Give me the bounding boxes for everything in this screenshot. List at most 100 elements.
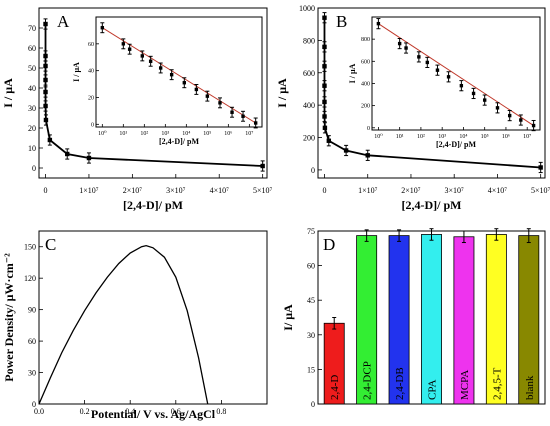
x-axis-label: [2,4-D]/ pM (123, 198, 183, 212)
y-tick-label: 30 (28, 369, 36, 378)
inset-x-tick-label: 10⁴ (459, 134, 467, 140)
inset-data-point (158, 66, 163, 70)
plot-frame (317, 7, 546, 179)
x-tick-label: 0.0 (34, 407, 44, 416)
inset-y-tick-label: 800 (361, 37, 370, 43)
inset-data-point (482, 98, 487, 102)
inset-y-tick-label: 0 (91, 122, 94, 128)
inset-data-point (376, 21, 381, 26)
y-tick-label: 70 (28, 24, 36, 33)
y-tick-label: 10 (28, 144, 36, 153)
data-point (322, 99, 327, 105)
y-tick-label: 0 (311, 400, 315, 409)
inset-y-tick-label: 40 (88, 69, 94, 75)
bar-category-label: 2,4-DCP (362, 361, 374, 400)
data-point (43, 103, 48, 109)
y-axis-label: I / μA (1, 78, 15, 108)
x-axis-label: [2,4-D]/ pM (402, 198, 462, 212)
inset-x-tick-label: 10⁵ (481, 134, 489, 140)
inset-data-point (495, 106, 500, 110)
x-tick-label: 0 (322, 186, 326, 195)
bar-category-label: blank (524, 375, 536, 400)
inset-x-tick-label: 10¹ (119, 131, 127, 137)
y-tick-label: 30 (28, 104, 36, 113)
inset-x-tick-label: 10³ (438, 134, 446, 140)
x-tick-label: 0.6 (171, 407, 181, 416)
plot-frame (38, 230, 268, 405)
inset-y-axis-label: I / μA (72, 62, 81, 82)
inset-x-tick-label: 10³ (161, 131, 169, 137)
data-point (322, 64, 327, 69)
y-axis-label: I/ μA (281, 304, 295, 331)
inset-data-point (169, 72, 174, 77)
inset-data-point (425, 60, 430, 65)
data-point (538, 165, 543, 170)
data-point (322, 83, 327, 88)
data-point (43, 63, 48, 69)
data-point (260, 163, 265, 169)
y-tick-label: 800 (303, 36, 315, 45)
x-tick-label: 0 (44, 186, 48, 195)
y-tick-label: 400 (303, 101, 315, 110)
inset-x-tick-label: 10⁰ (98, 130, 107, 137)
series-line (38, 245, 209, 405)
inset-data-point (182, 81, 187, 85)
y-tick-label: 60 (307, 262, 315, 271)
inset-data-point (446, 75, 451, 79)
inset-y-tick-label: 60 (88, 42, 94, 48)
x-tick-label: 3×10⁷ (166, 186, 186, 195)
plot-frame (38, 7, 268, 179)
inset-y-tick-label: 0 (367, 126, 370, 132)
y-tick-label: 45 (307, 296, 315, 305)
y-tick-label: 15 (307, 365, 315, 374)
inset-y-tick-label: 600 (361, 59, 370, 65)
inset-data-point (127, 47, 132, 51)
data-point (322, 125, 328, 131)
inset-data-point (100, 26, 105, 30)
y-tick-label: 0 (32, 400, 36, 409)
inset-data-point (507, 113, 512, 118)
inset-data-point (397, 41, 402, 46)
panel-a: 0 1×10⁷ 2×10⁷ 3×10⁷ 4×10⁷ 5×10⁷ 0 10 20 30 40 50 60 7… (1, 7, 273, 212)
inset-fit-line (102, 27, 256, 124)
x-tick-label: 1×10⁷ (358, 186, 378, 195)
inset-data-point (531, 123, 536, 128)
x-tick-label: 3×10⁷ (445, 186, 465, 195)
y-tick-label: 600 (303, 69, 315, 78)
inset-data-point (471, 91, 476, 96)
inset-y-tick-label: 200 (361, 104, 370, 110)
inset-data-point (194, 87, 199, 92)
inset-x-axis-label: [2,4-D]/ pM (159, 137, 199, 146)
x-tick-label: 1×10⁷ (79, 186, 99, 195)
x-tick-label: 0.8 (216, 407, 226, 416)
y-tick-label: 0 (311, 166, 315, 175)
bar (421, 234, 442, 405)
inset-y-tick-label: 20 (88, 95, 94, 101)
data-point (43, 77, 48, 83)
panel-d: 0 15 30 45 60 75 2,4-D 2,4-DCP 2,4-DB CPA MCPA 2,4,… (281, 227, 546, 409)
inset-x-axis-label: [2,4-D]/ pM (436, 140, 476, 149)
y-tick-label: 75 (307, 227, 315, 236)
inset-x-tick-label: 10² (140, 131, 148, 137)
inset-x-tick-label: 10⁷ (523, 134, 531, 140)
inset-x-tick-label: 10⁷ (245, 131, 253, 137)
y-tick-label: 20 (28, 124, 36, 133)
data-point (343, 148, 349, 153)
inset-x-tick-label: 10⁶ (502, 134, 510, 140)
panel-label: A (57, 12, 70, 31)
inset-data-point (121, 42, 126, 46)
panel-c: 0.0 0.2 0.4 0.6 0.8 0 30 60 90 120 150 Potential/ V… (2, 230, 268, 421)
data-point (86, 155, 92, 161)
y-axis-label: I / μA (275, 78, 289, 108)
y-tick-label: 0 (32, 164, 36, 173)
bar-category-label: 2,4,5-T (491, 367, 503, 400)
panel-label: C (45, 235, 56, 254)
inset-frame (95, 16, 263, 128)
data-point (43, 89, 48, 95)
y-tick-label: 60 (28, 44, 36, 53)
y-axis-label: Power Density/ μW·cm⁻² (2, 253, 16, 382)
data-point (322, 114, 327, 119)
panel-b: 0 1×10⁷ 2×10⁷ 3×10⁷ 4×10⁷ 5×10⁷ 0 200 400 600 800 1… (275, 4, 550, 212)
y-tick-label: 120 (24, 274, 36, 283)
x-axis-label: Potential/ V vs. Ag/AgCl (91, 407, 216, 421)
